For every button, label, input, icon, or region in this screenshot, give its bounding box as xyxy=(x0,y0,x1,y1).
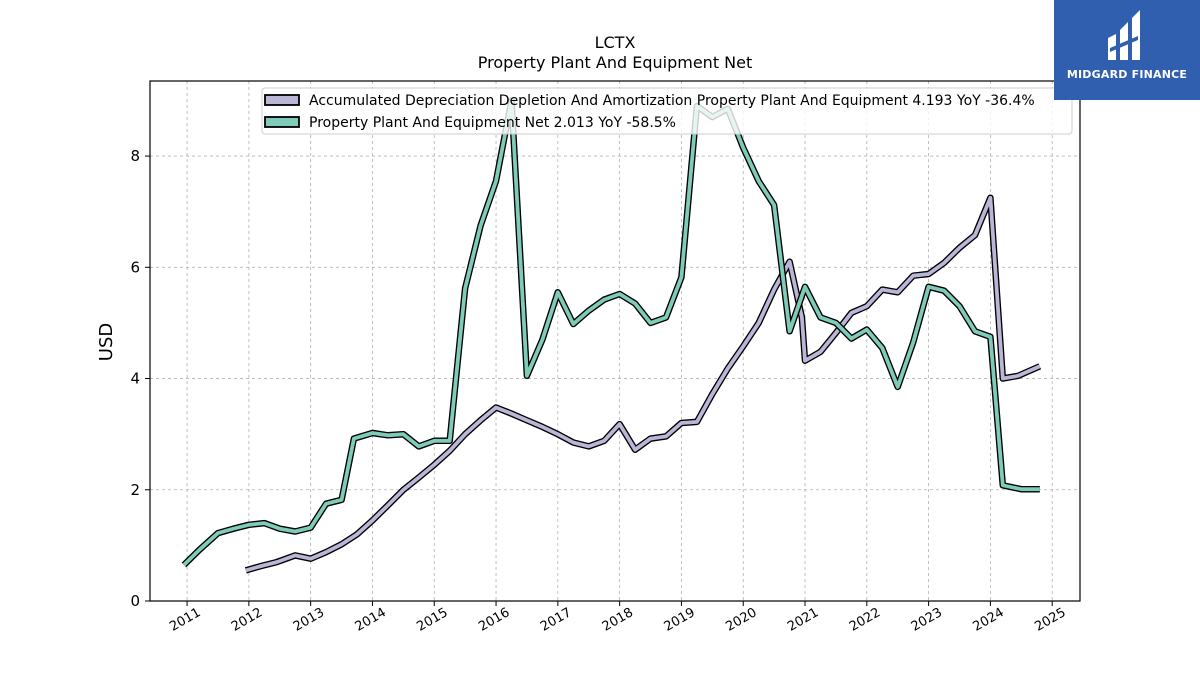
x-tick-label: 2020 xyxy=(723,605,759,635)
grid xyxy=(150,81,1080,602)
x-tick-label: 2014 xyxy=(353,605,389,635)
series-0-line xyxy=(245,195,1041,573)
x-tick-label: 2023 xyxy=(909,605,945,635)
midgard-logo-icon xyxy=(1108,10,1140,60)
x-tick-label: 2019 xyxy=(662,605,698,635)
x-tick-label: 2016 xyxy=(476,605,512,635)
brand-name: MIDGARD FINANCE xyxy=(1066,68,1188,81)
legend: Accumulated Depreciation Depletion And A… xyxy=(261,87,1073,135)
y-tick-label: 8 xyxy=(130,147,140,165)
x-tick-label: 2011 xyxy=(167,605,203,635)
chart-title: LCTX xyxy=(595,33,636,52)
x-tick-label: 2012 xyxy=(229,605,265,635)
legend-label: Accumulated Depreciation Depletion And A… xyxy=(309,93,1035,109)
y-tick-label: 0 xyxy=(130,592,140,610)
x-tick-label: 2025 xyxy=(1032,605,1068,635)
x-tick-label: 2018 xyxy=(600,605,636,635)
x-tick-label: 2022 xyxy=(847,605,883,635)
x-tick-label: 2013 xyxy=(291,605,327,635)
brand-logo: MIDGARD FINANCE xyxy=(1054,0,1200,100)
chart-subtitle: Property Plant And Equipment Net xyxy=(478,53,753,72)
series-lines xyxy=(181,97,1042,574)
x-tick-label: 2017 xyxy=(538,605,574,635)
x-tick-label: 2021 xyxy=(785,605,821,635)
series-1-line xyxy=(182,98,1040,567)
legend-label: Property Plant And Equipment Net 2.013 Y… xyxy=(309,115,676,131)
x-tick-label: 2024 xyxy=(971,605,1007,635)
series-0-outline xyxy=(244,194,1042,574)
legend-swatch xyxy=(264,116,300,128)
series-1-outline xyxy=(181,97,1040,568)
y-tick-label: 6 xyxy=(130,258,140,276)
legend-swatch xyxy=(264,94,300,106)
y-tick-label: 2 xyxy=(130,481,140,499)
x-tick-label: 2015 xyxy=(414,605,450,635)
legend-box xyxy=(261,87,1073,135)
y-axis-label: USD xyxy=(96,323,117,361)
plot-frame xyxy=(149,80,1081,602)
y-tick-label: 4 xyxy=(130,370,140,388)
